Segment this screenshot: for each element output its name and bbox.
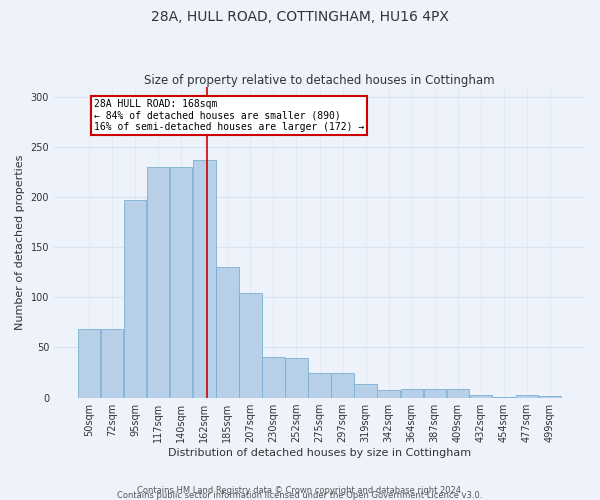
Bar <box>331 372 353 398</box>
Bar <box>147 167 169 398</box>
X-axis label: Distribution of detached houses by size in Cottingham: Distribution of detached houses by size … <box>168 448 471 458</box>
Bar <box>539 396 561 398</box>
Title: Size of property relative to detached houses in Cottingham: Size of property relative to detached ho… <box>144 74 495 87</box>
Text: 28A, HULL ROAD, COTTINGHAM, HU16 4PX: 28A, HULL ROAD, COTTINGHAM, HU16 4PX <box>151 10 449 24</box>
Bar <box>101 330 124 398</box>
Text: 28A HULL ROAD: 168sqm
← 84% of detached houses are smaller (890)
16% of semi-det: 28A HULL ROAD: 168sqm ← 84% of detached … <box>94 99 365 132</box>
Bar <box>355 384 377 398</box>
Bar <box>239 294 262 398</box>
Bar <box>493 396 515 398</box>
Bar <box>286 358 308 398</box>
Bar <box>124 200 146 398</box>
Bar <box>193 160 215 398</box>
Bar <box>401 388 423 398</box>
Text: Contains public sector information licensed under the Open Government Licence v3: Contains public sector information licen… <box>118 491 482 500</box>
Bar <box>217 268 239 398</box>
Bar <box>515 394 538 398</box>
Text: Contains HM Land Registry data © Crown copyright and database right 2024.: Contains HM Land Registry data © Crown c… <box>137 486 463 495</box>
Bar <box>470 394 492 398</box>
Bar <box>78 330 100 398</box>
Bar <box>377 390 400 398</box>
Bar <box>308 372 331 398</box>
Bar <box>262 356 284 398</box>
Bar <box>170 167 193 398</box>
Bar <box>424 388 446 398</box>
Y-axis label: Number of detached properties: Number of detached properties <box>15 154 25 330</box>
Bar <box>446 388 469 398</box>
